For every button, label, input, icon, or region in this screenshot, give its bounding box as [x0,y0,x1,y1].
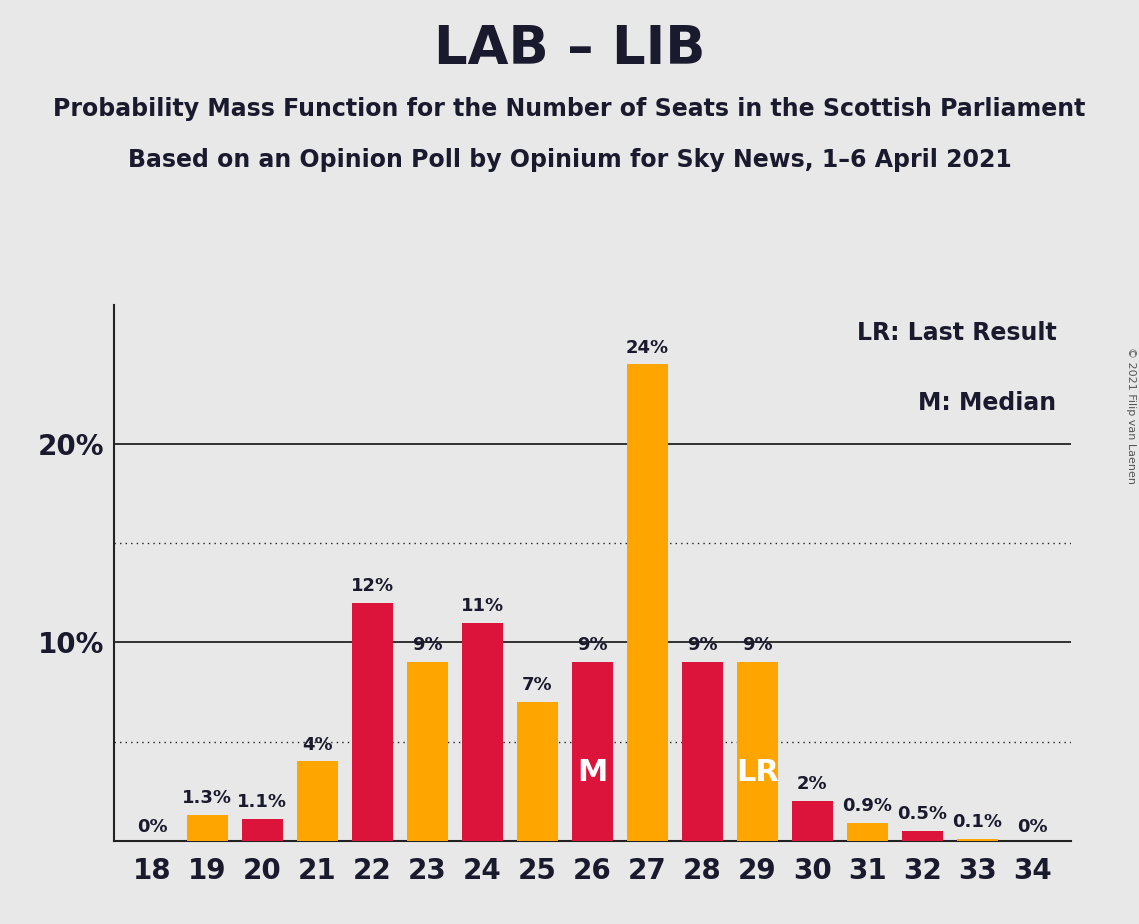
Text: 2%: 2% [797,775,828,793]
Text: 0.9%: 0.9% [842,797,892,815]
Text: M: Median: M: Median [918,391,1056,415]
Text: Probability Mass Function for the Number of Seats in the Scottish Parliament: Probability Mass Function for the Number… [54,97,1085,121]
Bar [572,663,613,841]
Bar [737,663,778,841]
Text: M: M [577,759,607,787]
Bar [187,815,228,841]
Bar [681,663,723,841]
Text: 9%: 9% [741,637,772,654]
Bar [902,831,943,841]
Text: Based on an Opinion Poll by Opinium for Sky News, 1–6 April 2021: Based on an Opinion Poll by Opinium for … [128,148,1011,172]
Text: 0.1%: 0.1% [952,813,1002,831]
Text: LR: LR [736,759,779,787]
Bar [517,702,558,841]
Bar [626,364,667,841]
Text: 0.5%: 0.5% [898,805,948,823]
Text: LAB – LIB: LAB – LIB [434,23,705,75]
Bar [957,839,998,841]
Text: 9%: 9% [412,637,443,654]
Bar [241,819,282,841]
Bar [846,823,887,841]
Text: 1.3%: 1.3% [182,789,232,807]
Text: 9%: 9% [577,637,607,654]
Bar [352,602,393,841]
Text: 11%: 11% [461,597,503,614]
Text: 24%: 24% [625,338,669,357]
Text: 4%: 4% [302,736,333,753]
Text: 0%: 0% [137,818,167,836]
Bar [297,761,338,841]
Bar [461,623,503,841]
Text: 7%: 7% [522,676,552,694]
Text: 9%: 9% [687,637,718,654]
Text: LR: Last Result: LR: Last Result [857,321,1056,345]
Bar [407,663,448,841]
Text: 1.1%: 1.1% [237,793,287,811]
Text: © 2021 Filip van Laenen: © 2021 Filip van Laenen [1126,347,1136,484]
Bar [792,801,833,841]
Text: 0%: 0% [1017,818,1048,836]
Text: 12%: 12% [351,577,394,595]
